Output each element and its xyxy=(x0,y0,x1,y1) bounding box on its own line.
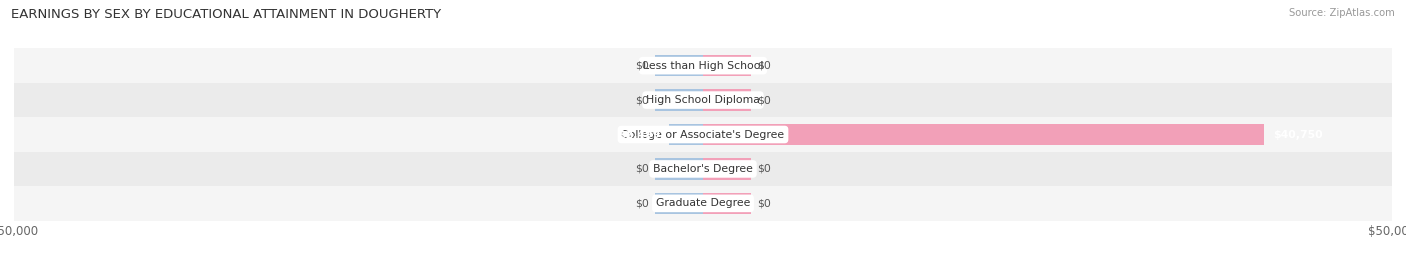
Bar xyxy=(14,48,1392,83)
Bar xyxy=(669,124,703,145)
Bar xyxy=(703,124,1264,145)
Bar xyxy=(655,89,703,111)
Text: $0: $0 xyxy=(636,164,650,174)
Text: Bachelor's Degree: Bachelor's Degree xyxy=(652,164,754,174)
Bar xyxy=(655,158,703,180)
Text: $2,499: $2,499 xyxy=(619,129,661,140)
Text: High School Diploma: High School Diploma xyxy=(647,95,759,105)
Text: Source: ZipAtlas.com: Source: ZipAtlas.com xyxy=(1289,8,1395,18)
Text: Less than High School: Less than High School xyxy=(643,61,763,71)
Bar xyxy=(703,158,751,180)
Bar xyxy=(655,193,703,214)
Text: $0: $0 xyxy=(636,95,650,105)
Text: $0: $0 xyxy=(756,95,770,105)
Text: $0: $0 xyxy=(636,198,650,208)
Bar xyxy=(14,83,1392,117)
Bar xyxy=(14,117,1392,152)
Text: College or Associate's Degree: College or Associate's Degree xyxy=(621,129,785,140)
Text: $0: $0 xyxy=(756,198,770,208)
Bar xyxy=(703,55,751,76)
Bar xyxy=(703,89,751,111)
Text: Graduate Degree: Graduate Degree xyxy=(655,198,751,208)
Text: $0: $0 xyxy=(756,61,770,71)
Bar xyxy=(14,152,1392,186)
Bar xyxy=(703,193,751,214)
Text: $0: $0 xyxy=(636,61,650,71)
Text: $40,750: $40,750 xyxy=(1272,129,1323,140)
Bar xyxy=(655,55,703,76)
Text: EARNINGS BY SEX BY EDUCATIONAL ATTAINMENT IN DOUGHERTY: EARNINGS BY SEX BY EDUCATIONAL ATTAINMEN… xyxy=(11,8,441,21)
Text: $0: $0 xyxy=(756,164,770,174)
Bar xyxy=(14,186,1392,221)
